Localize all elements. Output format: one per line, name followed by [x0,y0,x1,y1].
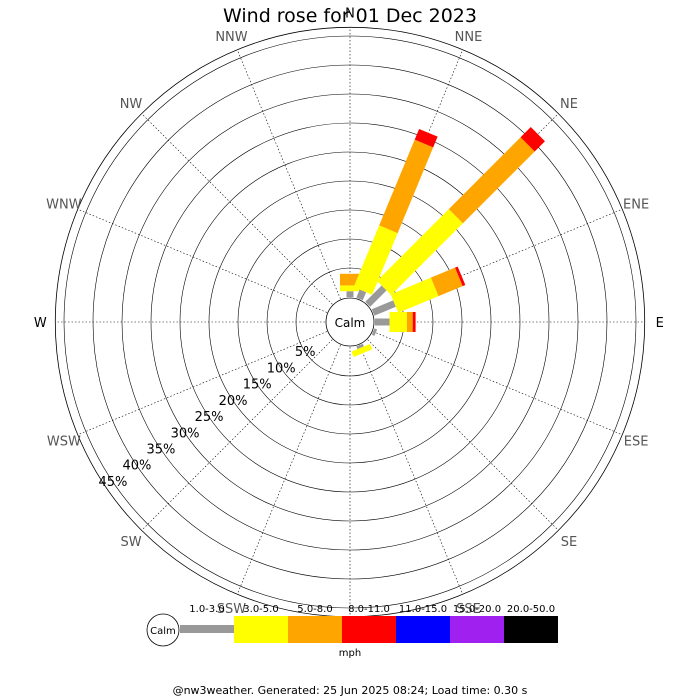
bar-nne-3.0-5.0 [353,225,398,295]
legend-swatch-1.0-3.0 [180,625,234,633]
direction-label-se: SE [561,535,577,550]
direction-label-sse: SSE [456,602,481,617]
direction-label-ssw: SSW [217,602,247,617]
bar-nne-5.0-8.0 [379,139,434,234]
direction-label-n: N [345,6,355,21]
legend-label: 5.0-8.0 [297,604,332,615]
bar-ene-3.0-5.0 [390,277,439,313]
grid-layer: NNNENEENEEESESESSESSSWSWWSWWWNWNWNNW [34,6,664,640]
bar-ese-1.0-3.0 [371,328,378,336]
radial-tick-label: 25% [195,410,224,425]
direction-label-ene: ENE [623,197,649,212]
bar-e-1.0-3.0 [375,318,390,326]
bar-e-8.0-11.0 [412,312,416,332]
bar-ne-1.0-3.0 [365,285,387,307]
spoke [236,344,341,595]
radial-tick-label: 5% [295,345,316,360]
bars-layer [340,127,545,357]
spoke [367,339,559,531]
direction-label-wnw: WNW [46,197,82,212]
chart-title: Wind rose for 01 Dec 2023 [223,5,477,27]
bar-ene-1.0-3.0 [371,300,396,316]
legend-label: 11.0-15.0 [399,604,447,615]
grid-ring [237,209,463,435]
spoke [141,113,333,305]
bar-n-1.0-3.0 [346,291,354,297]
grid-ring [150,122,550,522]
bar-e-3.0-5.0 [389,312,407,332]
spoke [77,208,328,313]
bar-ene-5.0-8.0 [430,267,463,297]
direction-label-sw: SW [120,535,141,550]
bar-ne-8.0-11.0 [520,127,545,152]
spoke [77,331,328,436]
direction-label-wsw: WSW [47,435,81,450]
radial-tick-label: 15% [243,378,272,393]
bar-e-5.0-8.0 [406,312,413,332]
radial-tick-label: 30% [171,426,200,441]
grid-ring [266,238,434,406]
direction-label-ese: ESE [624,435,649,450]
legend-swatch-11.0-15.0 [396,616,450,643]
calm-label: Calm [335,316,366,330]
spoke [141,339,333,531]
legend-label: 1.0-3.0 [189,604,224,615]
direction-label-nne: NNE [455,30,483,45]
legend-calm-circle [146,613,180,647]
legend-label: 20.0-50.0 [507,604,555,615]
legend-label: 15.0-20.0 [453,604,501,615]
bar-sse-1.0-3.0 [356,343,364,350]
spoke [359,49,464,300]
bar-ne-3.0-5.0 [377,209,463,295]
grid-ring [63,35,637,609]
center-layer: Calm [325,297,375,347]
bar-nne-8.0-11.0 [414,128,438,148]
radial-tick-label: 35% [147,442,176,457]
bar-n-3.0-5.0 [340,285,360,292]
bar-sse-3.0-5.0 [351,343,373,357]
radial-tick-label: 10% [267,361,296,376]
spoke [372,208,623,313]
bar-nne-1.0-3.0 [356,289,367,301]
legend-calm-label: Calm [150,626,176,637]
legend-unit: mph [338,648,362,659]
radial-tick-label: 45% [98,475,127,490]
radial-tick-label: 40% [122,459,151,474]
direction-label-ne: NE [560,97,578,112]
direction-label-nnw: NNW [215,30,247,45]
bar-ene-8.0-11.0 [455,266,466,287]
calm-circle [325,297,375,347]
legend-label: 3.0-5.0 [243,604,278,615]
bar-n-5.0-8.0 [340,273,360,286]
ticks-layer: 5%10% 15%20%25%30%35% 40%45% [98,345,315,490]
legend-swatch-5.0-8.0 [288,616,342,643]
spoke [372,331,623,436]
bar-ne-5.0-8.0 [448,137,535,224]
direction-label-e: E [656,316,664,331]
direction-label-nw: NW [120,97,143,112]
direction-label-w: W [34,316,47,331]
spoke [236,49,341,300]
legend-swatch-20.0-50.0 [504,616,558,643]
footer-text: @nw3weather. Generated: 25 Jun 2025 08:2… [172,684,528,697]
spoke [359,344,464,595]
legend-swatch-15.0-20.0 [450,616,504,643]
legend-swatch-3.0-5.0 [234,616,288,643]
legend-swatch-8.0-11.0 [342,616,396,643]
radial-tick-label: 20% [219,394,248,409]
legend: Calm 1.0-3.0 3.0-5.0 5.0-8.0 8.0-11.0 11.0-1… [146,604,558,647]
legend-label: 8.0-11.0 [348,604,390,615]
